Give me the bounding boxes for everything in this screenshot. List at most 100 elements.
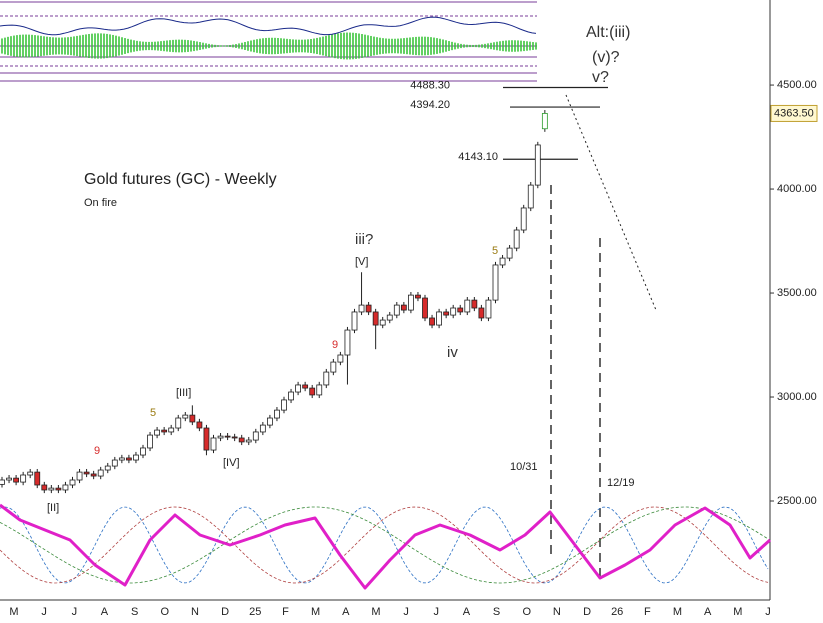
price-level-label: 4394.20 — [410, 99, 450, 111]
candle-body — [62, 484, 69, 491]
candle-body — [266, 417, 273, 426]
count-label: 9 — [332, 339, 338, 351]
wave-label: iv — [447, 344, 458, 361]
candle-body — [330, 361, 337, 373]
candle-body — [506, 247, 513, 259]
candle-body — [457, 307, 464, 313]
date-label: 10/31 — [510, 461, 538, 473]
candle-body — [161, 429, 168, 433]
x-tick-label: D — [221, 606, 229, 618]
candle-body — [69, 479, 76, 486]
candle-body — [90, 473, 97, 477]
x-tick-label: A — [463, 606, 471, 618]
candle-body — [245, 439, 252, 443]
candle-body — [464, 299, 471, 313]
candle-body — [175, 417, 182, 429]
x-tick-label: O — [161, 606, 170, 618]
x-tick-label: M — [733, 606, 742, 618]
chart-subtitle: On fire — [84, 197, 117, 209]
candle-body — [344, 329, 351, 356]
candle-body — [6, 477, 12, 481]
candle-body — [41, 484, 48, 491]
x-tick-label: D — [583, 606, 591, 618]
candle-body — [13, 477, 20, 483]
candle-body — [316, 384, 323, 396]
candle-body — [400, 304, 407, 311]
y-tick-label: 2500.00 — [777, 495, 817, 507]
candle-body — [48, 487, 55, 491]
candle-body — [182, 414, 189, 419]
wave-label: iii? — [355, 231, 373, 248]
candle-body — [281, 399, 287, 411]
composite-cycle — [0, 503, 772, 590]
y-tick-label: 3000.00 — [777, 391, 817, 403]
wave-label: [IV] — [223, 457, 240, 469]
candle-body — [386, 314, 393, 321]
candle-body — [55, 487, 62, 491]
count-label: 5 — [150, 407, 156, 419]
x-tick-label: J — [765, 606, 771, 618]
last-price-box — [770, 104, 818, 122]
candle-body — [450, 307, 457, 316]
candle-body — [534, 144, 541, 186]
candle-body — [422, 297, 428, 319]
indicator-line — [0, 16, 537, 36]
candle-body — [429, 317, 435, 326]
wave-label: (v)? — [592, 49, 620, 66]
x-tick-label: M — [311, 606, 320, 618]
candle-body — [0, 479, 5, 485]
candle-body — [471, 299, 478, 309]
x-tick-label: M — [371, 606, 380, 618]
candle-body — [492, 264, 499, 301]
candle-body — [351, 311, 358, 331]
candle-body — [415, 294, 421, 299]
candle-body — [478, 307, 485, 319]
wave-label: [III] — [176, 387, 191, 399]
x-tick-label: O — [522, 606, 531, 618]
x-tick-label: S — [131, 606, 138, 618]
indicator-panel — [0, 1, 537, 82]
candle-body — [407, 294, 414, 311]
cycle-wave — [0, 506, 769, 584]
y-tick-label: 4000.00 — [777, 183, 817, 195]
x-tick-label: 26 — [611, 606, 623, 618]
wave-label: v? — [592, 69, 609, 86]
wave-label: [V] — [355, 256, 368, 268]
price-level-label: 4143.10 — [458, 151, 498, 163]
candle-body — [133, 454, 139, 461]
y-tick-label: 4500.00 — [777, 79, 817, 91]
x-tick-label: N — [191, 606, 199, 618]
candle-body — [238, 437, 245, 443]
candle-body — [83, 471, 90, 475]
x-tick-label: S — [493, 606, 500, 618]
x-tick-label: M — [9, 606, 18, 618]
candle-body — [104, 465, 111, 471]
candle-body — [252, 431, 259, 441]
candle-body — [196, 421, 203, 429]
candle-body — [140, 447, 146, 456]
candle-body — [527, 184, 534, 209]
x-tick-label: A — [342, 606, 350, 618]
candle-body — [118, 457, 125, 461]
x-tick-label: F — [644, 606, 651, 618]
candle-body — [379, 319, 386, 326]
candle-body — [189, 414, 196, 423]
candle-body — [224, 435, 231, 438]
candle-body — [111, 459, 118, 467]
candle-body — [20, 474, 27, 483]
date-label: 12/19 — [607, 477, 635, 489]
y-tick-label: 3500.00 — [777, 287, 817, 299]
candle-body — [231, 436, 238, 439]
wave-label: Alt:(iii) — [586, 24, 630, 41]
candle-body — [97, 469, 104, 477]
candle-body — [126, 457, 132, 461]
count-label: 5 — [492, 245, 498, 257]
candle-body — [372, 311, 379, 326]
candle-body — [217, 435, 224, 439]
candle-body — [323, 371, 330, 386]
candle-body — [485, 299, 492, 319]
trend-projection — [565, 94, 657, 311]
x-tick-label: M — [673, 606, 682, 618]
candle-body — [443, 311, 450, 316]
